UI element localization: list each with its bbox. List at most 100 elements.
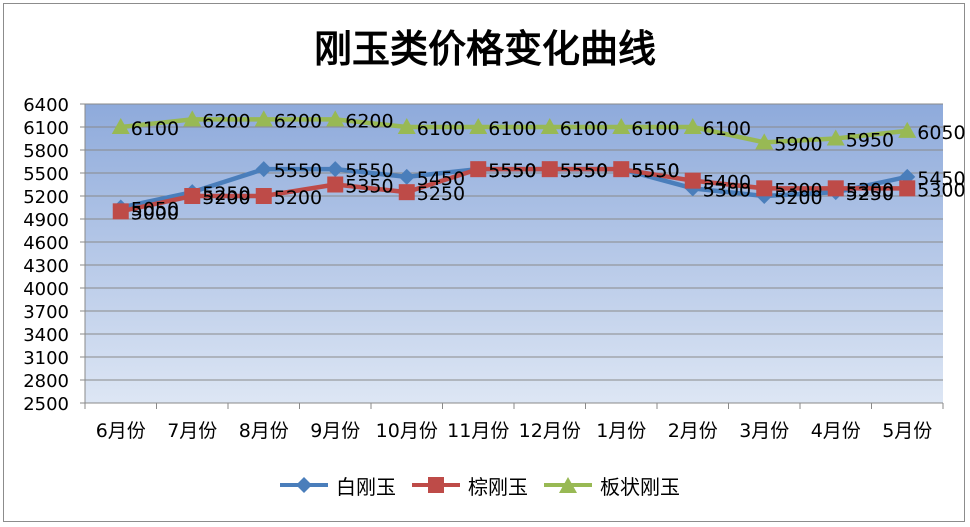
- plot-area: [85, 104, 943, 403]
- data-point-zong-gangyu: [756, 180, 773, 197]
- y-tick-label: 4900: [23, 210, 69, 231]
- y-tick-label: 6100: [23, 118, 69, 139]
- data-point-banzhuang-gangyu: [111, 118, 130, 134]
- data-point-banzhuang-gangyu: [683, 118, 702, 134]
- data-label-banzhuang-gangyu: 6100: [488, 118, 536, 140]
- series-line-banzhuang-gangyu: [120, 117, 908, 145]
- data-label-zong-gangyu: 5350: [345, 176, 393, 198]
- data-label-bai-gangyu: 5200: [774, 187, 822, 209]
- data-point-banzhuang-gangyu: [183, 110, 202, 127]
- data-point-banzhuang-gangyu: [326, 110, 345, 127]
- data-label-zong-gangyu: 5550: [488, 160, 536, 182]
- y-tick-label: 2500: [23, 394, 69, 415]
- data-label-banzhuang-gangyu: 6200: [345, 110, 393, 132]
- data-point-banzhuang-gangyu: [826, 129, 845, 146]
- x-tick-label: 8月份: [239, 420, 289, 442]
- x-tick-label: 10月份: [376, 420, 438, 442]
- data-point-banzhuang-gangyu: [397, 118, 416, 134]
- chart-title: 刚玉类价格变化曲线: [313, 27, 656, 71]
- data-label-banzhuang-gangyu: 6050: [917, 122, 965, 144]
- x-tick-label: 2月份: [668, 420, 718, 442]
- y-tick-label: 3100: [23, 348, 69, 369]
- data-label-zong-gangyu: 5300: [774, 179, 822, 201]
- data-label-banzhuang-gangyu: 6100: [131, 118, 179, 140]
- series-line-zong-gangyu: [120, 166, 908, 214]
- data-label-zong-gangyu: 5300: [917, 179, 965, 201]
- data-label-banzhuang-gangyu: 6100: [560, 118, 608, 140]
- data-label-banzhuang-gangyu: 6200: [202, 110, 250, 132]
- y-tick-label: 6400: [23, 95, 69, 116]
- legend-swatch-zong-gangyu: [412, 477, 460, 493]
- legend-swatch-bai-gangyu: [280, 477, 328, 493]
- data-point-banzhuang-gangyu: [540, 118, 559, 134]
- y-tick-label: 5800: [23, 141, 69, 162]
- y-tick-label: 2800: [23, 371, 69, 392]
- data-label-banzhuang-gangyu: 6100: [417, 118, 465, 140]
- x-tick-label: 9月份: [310, 420, 360, 442]
- data-point-zong-gangyu: [470, 161, 487, 178]
- x-tick-label: 6月份: [96, 420, 146, 442]
- x-tick-label: 3月份: [739, 420, 789, 442]
- legend-entry-zong-gangyu: 棕刚玉: [410, 471, 528, 500]
- data-point-bai-gangyu: [327, 161, 344, 178]
- data-label-bai-gangyu: 5550: [560, 160, 608, 182]
- data-label-zong-gangyu: 5000: [131, 202, 179, 224]
- data-point-banzhuang-gangyu: [755, 133, 774, 150]
- data-point-banzhuang-gangyu: [612, 118, 631, 134]
- legend-label-banzhuang-gangyu: 板状刚玉: [600, 474, 680, 499]
- y-tick-label: 4600: [23, 233, 69, 254]
- data-label-zong-gangyu: 5400: [703, 172, 751, 194]
- data-point-zong-gangyu: [827, 180, 844, 197]
- data-point-bai-gangyu: [255, 161, 272, 178]
- data-point-zong-gangyu: [899, 180, 916, 197]
- data-label-bai-gangyu: 5550: [345, 160, 393, 182]
- data-label-bai-gangyu: 5250: [846, 183, 894, 205]
- data-label-zong-gangyu: 5200: [202, 187, 250, 209]
- x-tick-label: 7月份: [167, 420, 217, 442]
- data-label-bai-gangyu: 5050: [131, 199, 179, 221]
- y-tick-label: 4000: [23, 279, 69, 300]
- data-label-banzhuang-gangyu: 5900: [774, 133, 822, 155]
- data-label-bai-gangyu: 5250: [202, 183, 250, 205]
- data-label-zong-gangyu: 5550: [631, 160, 679, 182]
- data-label-bai-gangyu: 5450: [917, 168, 965, 190]
- legend-swatch-banzhuang-gangyu: [544, 477, 592, 493]
- legend-entry-bai-gangyu: 白刚玉: [278, 471, 396, 500]
- data-label-bai-gangyu: 5550: [488, 160, 536, 182]
- data-point-zong-gangyu: [327, 176, 344, 193]
- data-point-zong-gangyu: [684, 172, 701, 189]
- data-point-zong-gangyu: [398, 184, 415, 201]
- x-tick-label: 1月份: [596, 420, 646, 442]
- y-tick-label: 5500: [23, 164, 69, 185]
- x-tick-label: 5月份: [882, 420, 932, 442]
- series-banzhuang-gangyu: [111, 110, 917, 150]
- data-point-zong-gangyu: [184, 188, 201, 204]
- y-tick-label: 3700: [23, 302, 69, 323]
- data-label-banzhuang-gangyu: 6100: [631, 118, 679, 140]
- data-label-banzhuang-gangyu: 6100: [703, 118, 751, 140]
- y-tick-label: 5200: [23, 187, 69, 208]
- data-label-bai-gangyu: 5550: [274, 160, 322, 182]
- data-label-zong-gangyu: 5300: [846, 179, 894, 201]
- x-tick-label: 11月份: [447, 420, 509, 442]
- data-label-banzhuang-gangyu: 5950: [846, 130, 894, 152]
- data-point-zong-gangyu: [112, 203, 129, 220]
- data-label-bai-gangyu: 5550: [631, 160, 679, 182]
- x-tick-label: 4月份: [811, 420, 861, 442]
- legend-entry-banzhuang-gangyu: 板状刚玉: [542, 471, 680, 500]
- data-label-zong-gangyu: 5550: [560, 160, 608, 182]
- data-label-zong-gangyu: 5250: [417, 183, 465, 205]
- data-label-bai-gangyu: 5300: [703, 179, 751, 201]
- data-point-zong-gangyu: [613, 161, 630, 178]
- data-label-zong-gangyu: 5200: [274, 187, 322, 209]
- y-tick-label: 3400: [23, 325, 69, 346]
- y-tick-label: 4300: [23, 256, 69, 277]
- data-point-bai-gangyu: [398, 168, 415, 185]
- data-point-banzhuang-gangyu: [898, 121, 917, 138]
- legend-label-zong-gangyu: 棕刚玉: [468, 474, 528, 499]
- legend: 白刚玉 棕刚玉 板状刚玉: [278, 470, 694, 500]
- x-tick-label: 12月份: [519, 420, 581, 442]
- legend-label-bai-gangyu: 白刚玉: [336, 474, 396, 499]
- data-point-zong-gangyu: [541, 161, 558, 178]
